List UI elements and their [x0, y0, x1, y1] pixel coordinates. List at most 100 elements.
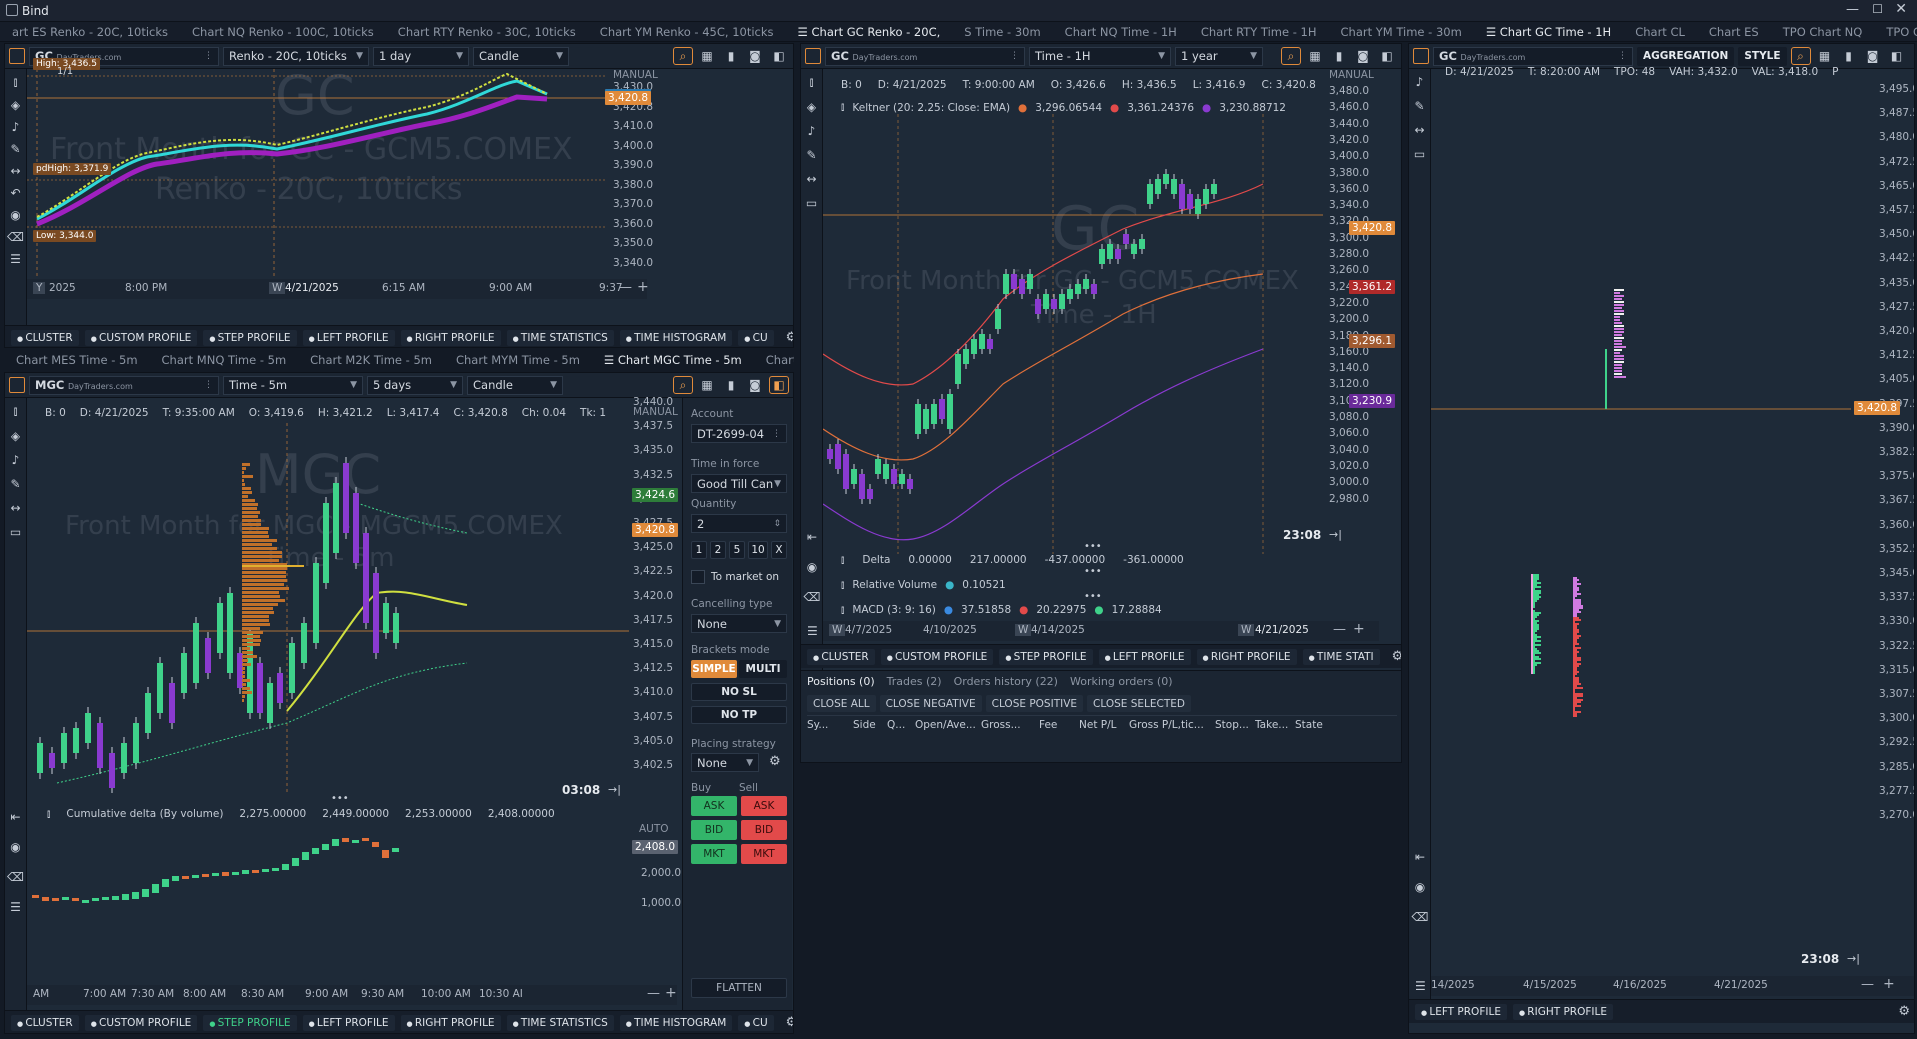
zoom-out-icon[interactable]: —	[647, 986, 660, 1001]
tab-chart[interactable]: ☰ Chart MGC Time - 5m	[592, 353, 754, 367]
positions-column-header[interactable]: Gross...	[981, 719, 1039, 733]
checkbox[interactable]	[691, 570, 705, 584]
panel-menu-icon[interactable]	[805, 48, 821, 64]
range-select[interactable]: 5 days ▼	[367, 376, 463, 395]
tab-chart[interactable]: Chart MYM Time - 5m	[444, 353, 592, 367]
profile-toggle[interactable]: CUSTOM PROFILE	[85, 1015, 198, 1031]
trash-icon[interactable]: ⌫	[1412, 910, 1429, 924]
cumulative-delta-chart[interactable]	[27, 818, 629, 938]
tab-chart[interactable]: Chart YM Time - 30m	[1329, 25, 1474, 39]
tab-chart[interactable]: Chart MCL Time - 5m	[754, 353, 794, 367]
camera-icon[interactable]: ◙	[745, 47, 765, 65]
positions-column-header[interactable]: Q...	[887, 719, 915, 733]
style-button[interactable]: STYLE	[1738, 47, 1786, 66]
positions-action-button[interactable]: CLOSE SELECTED	[1087, 695, 1191, 712]
line-icon[interactable]: ↔	[1414, 123, 1424, 137]
profile-toggle[interactable]: STEP PROFILE	[203, 330, 296, 346]
positions-column-header[interactable]: Take...	[1255, 719, 1295, 733]
panel-menu-icon[interactable]	[9, 48, 25, 64]
pen-icon[interactable]: ✎	[806, 148, 816, 162]
profile-toggle[interactable]: CU	[738, 330, 773, 346]
layout-icon[interactable]: ◧	[1887, 47, 1907, 65]
search-icon[interactable]: ⌕	[1281, 47, 1301, 65]
scroll-end-icon[interactable]: →|	[608, 783, 621, 796]
profile-toggle[interactable]: LEFT PROFILE	[1099, 649, 1191, 665]
symbol-selector[interactable]: GC DayTraders.com⋮	[825, 47, 1025, 66]
quick-qty-button[interactable]: 5	[729, 541, 745, 559]
positions-column-header[interactable]: State	[1295, 719, 1335, 733]
symbol-selector[interactable]: MGC DayTraders.com ⋮	[29, 376, 219, 395]
market-on-toggle[interactable]: To market on	[691, 570, 779, 584]
no-tp-button[interactable]: NO TP	[691, 706, 787, 724]
quantity-stepper[interactable]: 2 ⇕	[691, 514, 787, 533]
bell-icon[interactable]: ♪	[808, 124, 816, 138]
period-select[interactable]: Time - 1H ▼	[1029, 47, 1171, 66]
multi-button[interactable]: MULTI	[739, 660, 787, 678]
maximize-icon[interactable]: ☐	[1872, 2, 1883, 16]
profile-toggle[interactable]: STEP PROFILE	[999, 649, 1092, 665]
tab-chart[interactable]: Chart CL	[1623, 25, 1697, 39]
gear-icon[interactable]: ⚙	[1898, 1004, 1910, 1019]
price-axis[interactable]: MANUAL 3,440.03,437.53,435.03,432.53,430…	[629, 398, 677, 798]
profile-toggle[interactable]: CUSTOM PROFILE	[881, 649, 994, 665]
eye-icon[interactable]: ◉	[807, 560, 817, 574]
profile-toggle[interactable]: CLUSTER	[11, 330, 79, 346]
sell-ask-button[interactable]: ASK	[741, 796, 787, 816]
period-select[interactable]: Time - 5m ▼	[223, 376, 363, 395]
panel-menu-icon[interactable]	[9, 377, 25, 393]
buy-ask-button[interactable]: ASK	[691, 796, 737, 816]
profile-toggle[interactable]: RIGHT PROFILE	[1513, 1004, 1613, 1020]
tab-chart[interactable]: ☰ Chart GC Renko - 20C,	[786, 25, 953, 39]
tif-select[interactable]: Good Till Can ▼	[691, 474, 787, 493]
profile-toggle[interactable]: CU	[738, 1015, 773, 1031]
profile-toggle[interactable]: CLUSTER	[11, 1015, 79, 1031]
arrow-left-icon[interactable]: ⇤	[1415, 850, 1425, 864]
minimize-icon[interactable]: —	[1846, 2, 1859, 17]
grid-icon[interactable]: ▦	[697, 376, 717, 394]
eye-icon[interactable]: ◉	[10, 208, 20, 222]
positions-action-button[interactable]: CLOSE NEGATIVE	[880, 695, 982, 712]
pane-splitter[interactable]: •••	[1084, 541, 1102, 552]
search-icon[interactable]: ⌕	[673, 47, 693, 65]
positions-tab[interactable]: Working orders (0)	[1070, 675, 1173, 688]
chart-icon[interactable]: ⫾	[810, 75, 814, 90]
sell-bid-button[interactable]: BID	[741, 820, 787, 840]
style-select[interactable]: Candle ▼	[467, 376, 563, 395]
strategy-select[interactable]: None ▼	[691, 753, 759, 772]
chart-type-select[interactable]: Renko - 20C, 10ticks ▼	[223, 47, 369, 66]
profile-toggle[interactable]: TIME HISTOGRAM	[620, 1015, 732, 1031]
tab-chart[interactable]: Chart ES	[1697, 25, 1771, 39]
symbol-selector[interactable]: GC DayTraders.com⋮	[1433, 47, 1633, 66]
lock-icon[interactable]: ▮	[1329, 47, 1349, 65]
profile-toggle[interactable]: TIME STATISTICS	[507, 330, 614, 346]
tab-chart[interactable]: Chart YM Renko - 45C, 10ticks	[588, 25, 786, 39]
positions-tab[interactable]: Orders history (22)	[954, 675, 1058, 688]
profile-toggle[interactable]: RIGHT PROFILE	[1197, 649, 1297, 665]
time-axis[interactable]: — + AM 7:00 AM 7:30 AM 8:00 AM 8:30 AM 9:00 A…	[27, 985, 677, 1005]
scroll-end-icon[interactable]: →|	[1329, 528, 1342, 541]
lock-icon[interactable]: ▮	[1839, 47, 1859, 65]
rect-icon[interactable]: ▭	[1414, 147, 1425, 161]
renko-chart[interactable]	[27, 69, 607, 279]
positions-tab[interactable]: Positions (0)	[807, 675, 875, 688]
line-icon[interactable]: ↔	[806, 172, 816, 186]
lock-icon[interactable]: ▮	[721, 376, 741, 394]
account-select[interactable]: DT-2699-04 ⋮	[691, 424, 787, 443]
style-select[interactable]: Candle ▼	[473, 47, 569, 66]
profile-toggle[interactable]: TIME STATI	[1303, 649, 1380, 665]
profile-toggle[interactable]: LEFT PROFILE	[303, 1015, 395, 1031]
tab-chart[interactable]: Chart NQ Time - 1H	[1053, 25, 1189, 39]
tab-chart[interactable]: Chart M2K Time - 5m	[298, 353, 444, 367]
list-icon[interactable]: ☰	[1415, 979, 1426, 993]
tab-chart[interactable]: art ES Renko - 20C, 10ticks	[0, 25, 180, 39]
layout-icon[interactable]: ◧	[769, 47, 789, 65]
simple-button[interactable]: SIMPLE	[691, 660, 737, 678]
pane-splitter[interactable]: •••	[1084, 591, 1102, 602]
pen-icon[interactable]: ✎	[10, 477, 20, 491]
tab-chart[interactable]: Chart RTY Time - 1H	[1189, 25, 1329, 39]
range-select[interactable]: 1 year ▼	[1175, 47, 1263, 66]
list-icon[interactable]: ☰	[10, 252, 21, 266]
tab-chart[interactable]: Chart RTY Renko - 30C, 10ticks	[386, 25, 588, 39]
tab-chart[interactable]: TPO Chart NQ	[1771, 25, 1875, 39]
tab-chart[interactable]: Chart NQ Renko - 100C, 10ticks	[180, 25, 386, 39]
